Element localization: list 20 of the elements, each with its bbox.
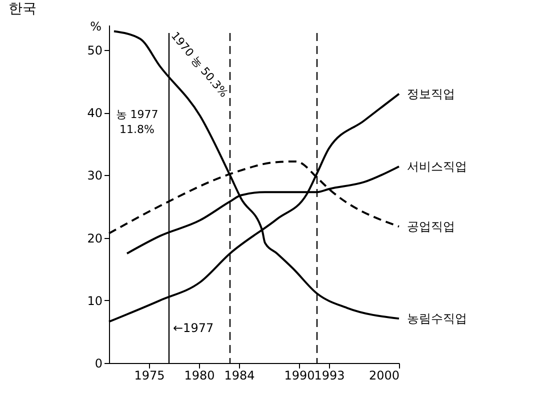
y-tick-label: 10 — [87, 294, 102, 308]
ref-line-label: ←1977 — [173, 321, 214, 335]
y-axis-title: % — [90, 20, 102, 34]
series-label: 서비스직업 — [407, 159, 467, 174]
y-tick-label: 40 — [87, 106, 102, 120]
x-tick-label: 1990 — [284, 368, 315, 382]
x-tick-label: 1993 — [314, 368, 345, 382]
y-tick-label: 20 — [87, 231, 102, 246]
series-label: 공업직업 — [407, 220, 455, 234]
x-tick-label: 2000 — [368, 368, 400, 382]
y-tick-label: 30 — [87, 168, 102, 183]
annotation: 농 1977 11.8% — [116, 108, 158, 136]
x-tick-label: 1980 — [184, 368, 215, 382]
series-label: 정보직업 — [407, 86, 455, 101]
series-label: 농림수직업 — [407, 312, 467, 326]
chart-title: 한국 — [8, 1, 37, 17]
x-tick-label: 1975 — [134, 368, 165, 382]
x-tick-label: 1984 — [224, 368, 255, 382]
y-tick-label: 50 — [87, 44, 102, 58]
y-tick-label: 0 — [94, 356, 102, 370]
